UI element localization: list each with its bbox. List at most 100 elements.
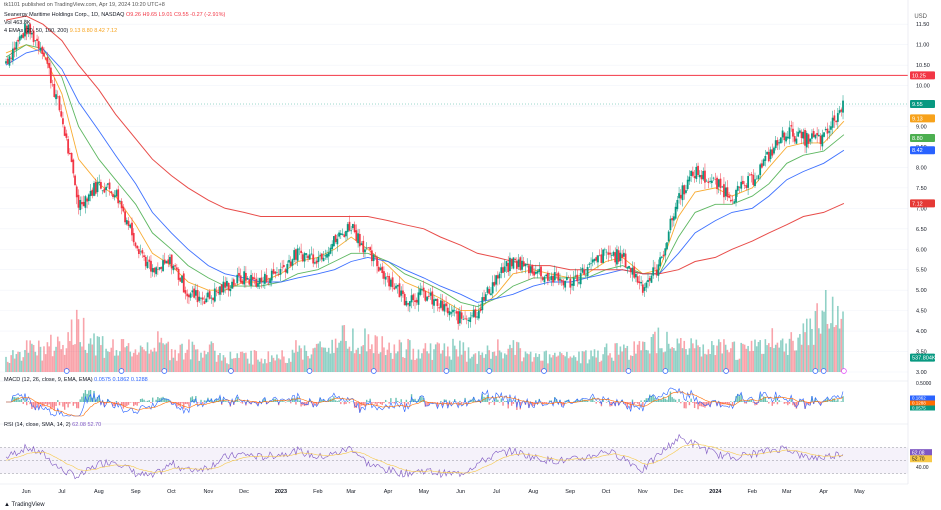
macd-hist-456 [792, 402, 794, 406]
candle-body-347 [603, 249, 606, 251]
rsi-legend[interactable]: RSI (14, close, SMA, 14, 2) 62.08 52.70 [4, 422, 101, 428]
volume-bar-431 [749, 351, 751, 372]
candle-body-183 [320, 253, 323, 260]
macd-hist-253 [441, 402, 444, 406]
volume-bar-125 [220, 360, 223, 372]
macd-hist-115 [203, 400, 206, 402]
volume-bar-64 [115, 350, 118, 372]
volume-bar-61 [110, 347, 113, 372]
candle-body-130 [229, 289, 232, 292]
macd-legend[interactable]: MACD (12, 26, close, 9, EMA, EMA) 0.0575… [4, 377, 148, 383]
macd-hist-436 [757, 402, 760, 404]
macd-hist-94 [167, 399, 169, 402]
volume-bar-59 [107, 351, 109, 372]
candle-body-242 [422, 287, 425, 292]
candles [5, 19, 844, 330]
candle-body-197 [345, 230, 347, 237]
macd-hist-89 [158, 398, 161, 402]
volume-bar-413 [717, 339, 720, 372]
candle-body-300 [522, 261, 525, 267]
macd-hist-400 [695, 402, 698, 404]
macd-hist-437 [759, 394, 761, 402]
volume-bar-448 [778, 347, 780, 372]
macd-hist-45 [82, 393, 85, 402]
candle-body-143 [251, 276, 254, 280]
candle-body-106 [188, 294, 190, 298]
volume-bar-9 [20, 360, 23, 372]
volume-bar-205 [358, 353, 361, 372]
candle-body-446 [774, 140, 777, 149]
volume-bar-264 [460, 354, 463, 372]
candle-body-53 [96, 182, 99, 193]
volume-bar-28 [53, 350, 56, 372]
ema-legend[interactable]: 4 EMAs (20, 50, 100, 200) 9.13 8.80 8.42… [4, 28, 117, 34]
candle-body-244 [426, 296, 428, 301]
candle-body-270 [471, 315, 473, 317]
macd-hist-349 [607, 400, 610, 402]
volume-bar-63 [113, 355, 116, 372]
macd-hist-335 [583, 400, 585, 402]
macd-hist-157 [276, 400, 278, 402]
volume-bar-55 [100, 345, 102, 372]
macd-hist-364 [633, 402, 635, 405]
volume-bar-473 [821, 310, 824, 372]
macd-hist-334 [581, 399, 584, 402]
candle-body-177 [310, 253, 313, 255]
volume-bar-318 [554, 352, 556, 372]
macd-hist-26 [50, 402, 52, 410]
volume-bar-471 [818, 328, 820, 372]
candle-body-235 [410, 295, 413, 303]
volume-bar-396 [688, 348, 691, 372]
candle-body-313 [545, 274, 548, 277]
volume-bar-72 [129, 351, 132, 372]
candle-body-334 [581, 267, 584, 273]
macd-hist-222 [388, 402, 390, 404]
volume-legend[interactable]: Vol 463.8K [4, 20, 31, 26]
volume-bar-469 [814, 311, 817, 372]
volume-bar-277 [483, 357, 485, 372]
symbol-name[interactable]: Seanergy Maritime Holdings Corp., 1D, NA… [4, 12, 125, 18]
candle-body-376 [654, 267, 656, 269]
macd-hist-40 [74, 402, 76, 404]
volume-bar-432 [750, 340, 753, 372]
candle-body-454 [788, 127, 791, 139]
volume-bar-16 [32, 345, 35, 372]
volume-bar-42 [77, 319, 80, 372]
volume-bar-406 [705, 354, 708, 372]
volume-bar-197 [345, 341, 347, 372]
candle-body-89 [158, 267, 161, 270]
volume-bar-53 [96, 336, 99, 372]
candle-body-330 [574, 275, 577, 277]
macd-hist-467 [811, 396, 813, 402]
macd-hist-396 [688, 402, 691, 406]
candle-body-449 [779, 137, 782, 144]
candle-body-95 [169, 257, 171, 264]
candle-body-382 [664, 248, 667, 256]
candle-body-440 [764, 155, 767, 161]
macd-hist-150 [264, 398, 266, 402]
candle-body-369 [641, 284, 644, 293]
candle-body-18 [36, 38, 38, 41]
macd-hist-366 [636, 402, 639, 404]
candle-body-105 [186, 293, 189, 297]
candle-body-280 [488, 289, 491, 294]
macd-hist-283 [493, 402, 496, 406]
volume-bar-153 [269, 361, 271, 372]
candle-body-355 [617, 250, 620, 262]
macd-hist-109 [193, 399, 195, 402]
currency-label: USD [914, 14, 927, 20]
volume-bar-54 [98, 336, 100, 372]
volume-bar-213 [372, 353, 375, 372]
volume-bar-311 [541, 360, 544, 372]
candle-body-236 [412, 294, 415, 301]
candle-body-223 [389, 279, 392, 287]
macd-hist-59 [107, 398, 109, 402]
macd-hist-8 [19, 399, 21, 402]
volume-bar-478 [830, 323, 832, 372]
candle-body-231 [403, 293, 406, 306]
volume-bar-69 [124, 347, 126, 372]
tradingview-logo[interactable]: ▲ TradingView [4, 502, 45, 508]
macd-hist-93 [165, 398, 168, 402]
candle-body-404 [702, 170, 705, 180]
volume-bar-424 [736, 359, 739, 372]
